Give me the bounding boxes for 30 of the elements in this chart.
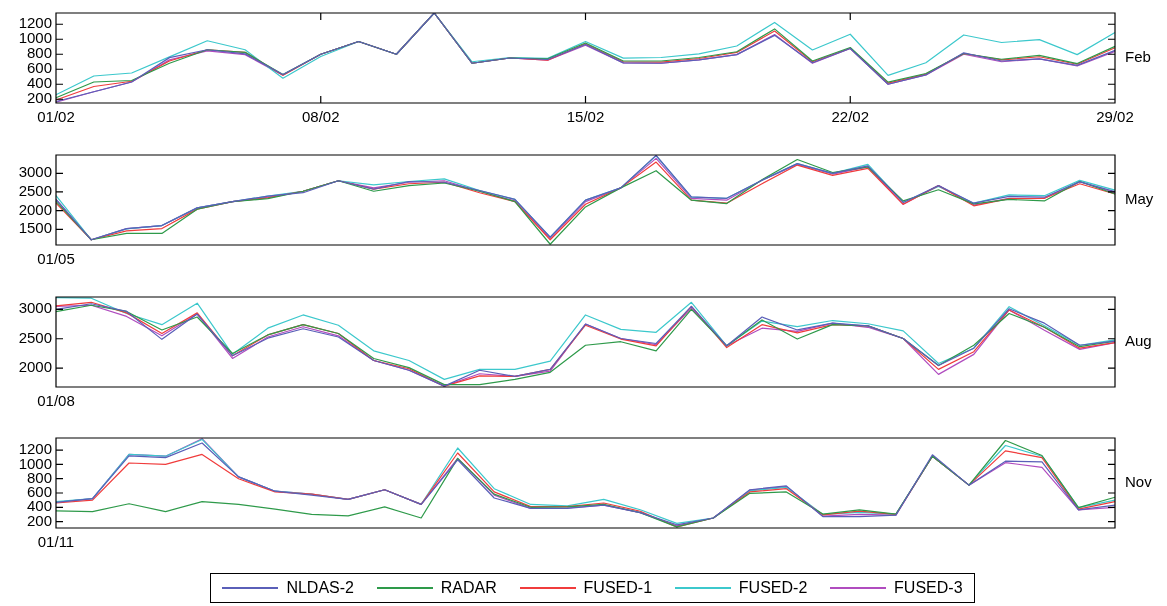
text: May — [1125, 190, 1154, 208]
legend-label: RADAR — [440, 579, 497, 597]
y-tick-label: 1500 — [18, 219, 52, 237]
x-tick-label: 01/05 — [37, 250, 75, 268]
y-tick-label: 1200 — [18, 14, 52, 32]
x-tick-label: 15/02 — [566, 108, 605, 126]
legend-label: FUSED-3 — [894, 579, 963, 597]
text: Aug — [1125, 332, 1152, 350]
x-tick-label: 01/11 — [37, 533, 75, 551]
legend-label: FUSED-1 — [583, 579, 653, 597]
x-tick-label: 01/08 — [37, 392, 75, 410]
y-tick-label: 3000 — [18, 299, 52, 317]
y-tick-label: 2500 — [18, 182, 52, 200]
y-tick-label: 400 — [26, 74, 52, 92]
x-tick-label: 08/02 — [301, 108, 340, 126]
y-tick-label: 600 — [26, 59, 52, 77]
legend-label: FUSED-2 — [738, 579, 808, 597]
y-tick-label: 2000 — [18, 200, 52, 218]
y-tick-label: 2500 — [18, 328, 52, 346]
legend-label: NLDAS-2 — [286, 579, 354, 597]
y-tick-label: 2000 — [18, 358, 52, 376]
x-tick-label: 01/02 — [37, 108, 75, 126]
x-tick-label: 22/02 — [831, 108, 870, 126]
x-tick-label: 29/02 — [1096, 108, 1134, 126]
text: Nov — [1125, 473, 1153, 491]
y-tick-label: 800 — [26, 44, 52, 62]
y-tick-label: 200 — [26, 89, 52, 107]
text: Feb — [1125, 48, 1151, 66]
y-tick-label: 1000 — [18, 29, 52, 47]
y-tick-label: 3000 — [18, 163, 52, 181]
